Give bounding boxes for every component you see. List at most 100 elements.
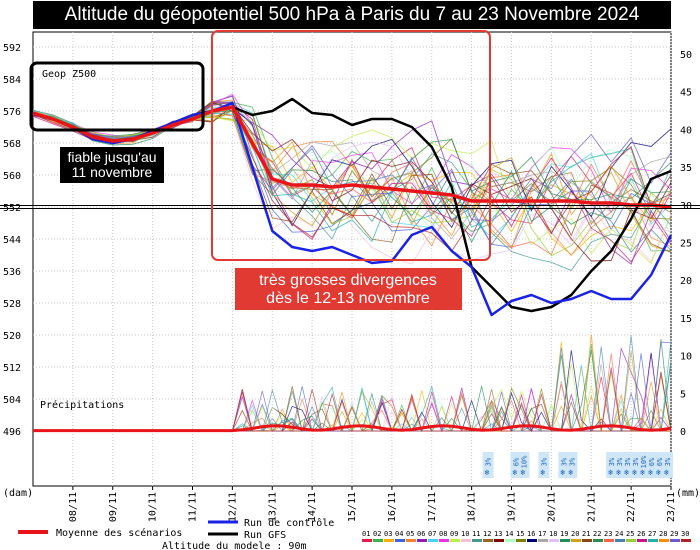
legend-mean-label: Moyenne des scénarios	[56, 527, 182, 539]
snow-marker-box	[622, 452, 634, 478]
member-color-swatch	[560, 539, 570, 542]
member-number-label: 06	[417, 530, 425, 538]
snow-marker-box	[538, 452, 550, 478]
member-color-swatch	[615, 539, 625, 542]
x-tick-label: 13/11	[267, 492, 278, 522]
member-color-swatch	[472, 539, 482, 542]
snow-marker-label: 3%	[485, 457, 493, 466]
member-color-swatch	[362, 539, 372, 542]
x-tick-label: 18/11	[467, 492, 478, 522]
snow-marker-box	[566, 452, 578, 478]
x-tick-label: 11/11	[188, 492, 199, 522]
chart-title: Altitude du géopotentiel 500 hPa à Paris…	[33, 1, 671, 29]
x-tick-label: 22/11	[626, 492, 637, 522]
y-tick-left: 568	[3, 139, 21, 150]
member-color-swatch	[494, 539, 504, 542]
member-number-label: 18	[549, 530, 557, 538]
x-tick-label: 20/11	[546, 492, 557, 522]
precipitation-lines	[33, 334, 672, 433]
reliable-label-line: fiable jusqu'au	[67, 149, 156, 165]
member-color-swatch	[637, 539, 647, 542]
x-tick-label: 21/11	[586, 492, 597, 522]
snow-marker-label: 3%	[664, 457, 672, 466]
y-tick-left: 560	[3, 171, 21, 182]
snow-marker-box	[646, 452, 658, 478]
axes: 4965045125205285365445525605685765845920…	[0, 43, 700, 522]
x-tick-label: 09/11	[108, 492, 119, 522]
precipitation-label: Précipitations	[40, 399, 124, 411]
reliable-label-bg	[60, 147, 164, 183]
snow-marker-box	[614, 452, 626, 478]
member-line	[32, 110, 672, 257]
member-color-swatch	[571, 539, 581, 542]
divergence-label-line: très grosses divergences	[259, 272, 437, 289]
y-tick-right: 45	[680, 88, 692, 99]
member-color-swatch	[450, 539, 460, 542]
y-tick-left: 496	[3, 427, 21, 438]
member-number-label: 28	[659, 530, 667, 538]
member-number-label: 04	[395, 530, 403, 538]
snow-marker-label: 10%	[520, 455, 528, 468]
member-color-swatch	[516, 539, 526, 542]
snow-marker-box	[482, 452, 494, 478]
divergence-label-line: dès le 12-13 novembre	[266, 290, 430, 307]
x-tick-label: 12/11	[227, 492, 238, 522]
y-tick-left: 544	[3, 235, 21, 246]
snow-marker-label: 3%	[608, 457, 616, 466]
snowflake-icon: ❄	[664, 468, 669, 477]
snow-marker-box	[518, 452, 530, 478]
snowflake-icon: ❄	[608, 468, 613, 477]
y-tick-right: 35	[680, 163, 692, 174]
member-number-label: 11	[472, 530, 480, 538]
snow-marker-label: 3%	[560, 457, 568, 466]
y-tick-right: 50	[680, 50, 692, 61]
member-number-label: 22	[593, 530, 601, 538]
member-line	[32, 115, 672, 253]
snowflake-icon: ❄	[520, 468, 525, 477]
geop-highlight-box	[29, 61, 205, 132]
snow-marker-box	[662, 452, 674, 478]
y-tick-right: 20	[680, 276, 692, 287]
member-color-swatch	[505, 539, 515, 542]
member-number-label: 30	[681, 530, 689, 538]
snowflake-icon: ❄	[540, 468, 545, 477]
y-tick-left: 512	[3, 363, 21, 374]
member-number-label: 20	[571, 530, 579, 538]
x-tick-label: 19/11	[507, 492, 518, 522]
snowflake-icon: ❄	[616, 468, 621, 477]
y-tick-left: 520	[3, 331, 21, 342]
main-series	[32, 97, 673, 317]
snow-marker-box	[606, 452, 618, 478]
member-number-label: 03	[384, 530, 392, 538]
y-tick-left: 584	[3, 75, 21, 86]
y-tick-left: 528	[3, 299, 21, 310]
y-tick-right: 0	[680, 427, 686, 438]
snowflake-icon: ❄	[512, 468, 517, 477]
snowflake-icon: ❄	[640, 468, 645, 477]
x-tick-label: 15/11	[347, 492, 358, 522]
snow-marker-label: 3%	[616, 457, 624, 466]
member-number-label: 17	[538, 530, 546, 538]
member-color-swatch	[538, 539, 548, 542]
member-number-label: 12	[483, 530, 491, 538]
y-tick-left: 536	[3, 267, 21, 278]
snow-marker-label: 10%	[640, 455, 648, 468]
divergence-label-bg	[235, 268, 462, 310]
legend: Moyenne des scénarios Run de contrôleRun …	[18, 517, 691, 550]
divergence-highlight-box	[211, 30, 491, 261]
y-axis-label-right: (mm)	[676, 488, 700, 499]
member-number-label: 07	[428, 530, 436, 538]
snowflake-icon: ❄	[568, 468, 573, 477]
member-number-label: 26	[637, 530, 645, 538]
x-tick-label: 16/11	[387, 492, 398, 522]
legend-altitude-label: Altitude du modele : 90m	[162, 541, 307, 550]
member-color-swatch	[648, 539, 658, 542]
snow-marker-label: 6%	[648, 457, 656, 466]
member-color-swatch	[483, 539, 493, 542]
geop-label: Geop Z500	[42, 69, 96, 80]
precip-mean-line	[33, 424, 672, 433]
member-number-label: 09	[450, 530, 458, 538]
member-number-label: 14	[505, 530, 513, 538]
member-color-swatch	[395, 539, 405, 542]
